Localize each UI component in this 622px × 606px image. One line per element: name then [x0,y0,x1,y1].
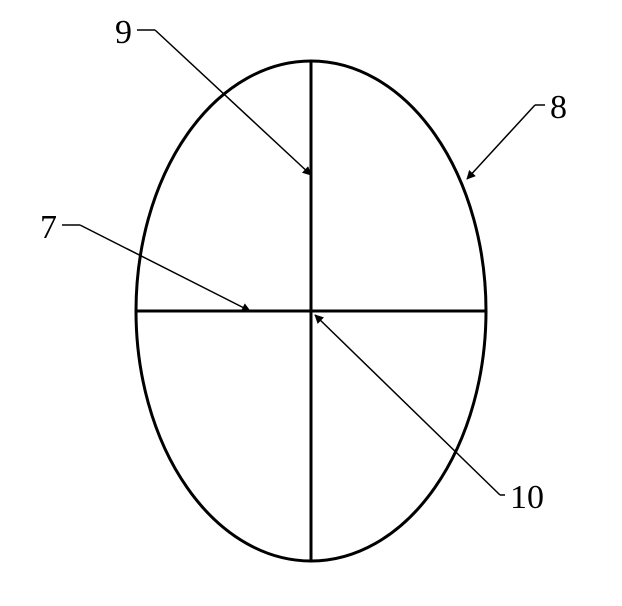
label-9: 9 [115,14,132,51]
label-10: 10 [510,479,544,516]
label-8: 8 [550,89,567,126]
label-7: 7 [40,209,57,246]
technical-diagram: 7 8 9 10 [0,0,622,606]
